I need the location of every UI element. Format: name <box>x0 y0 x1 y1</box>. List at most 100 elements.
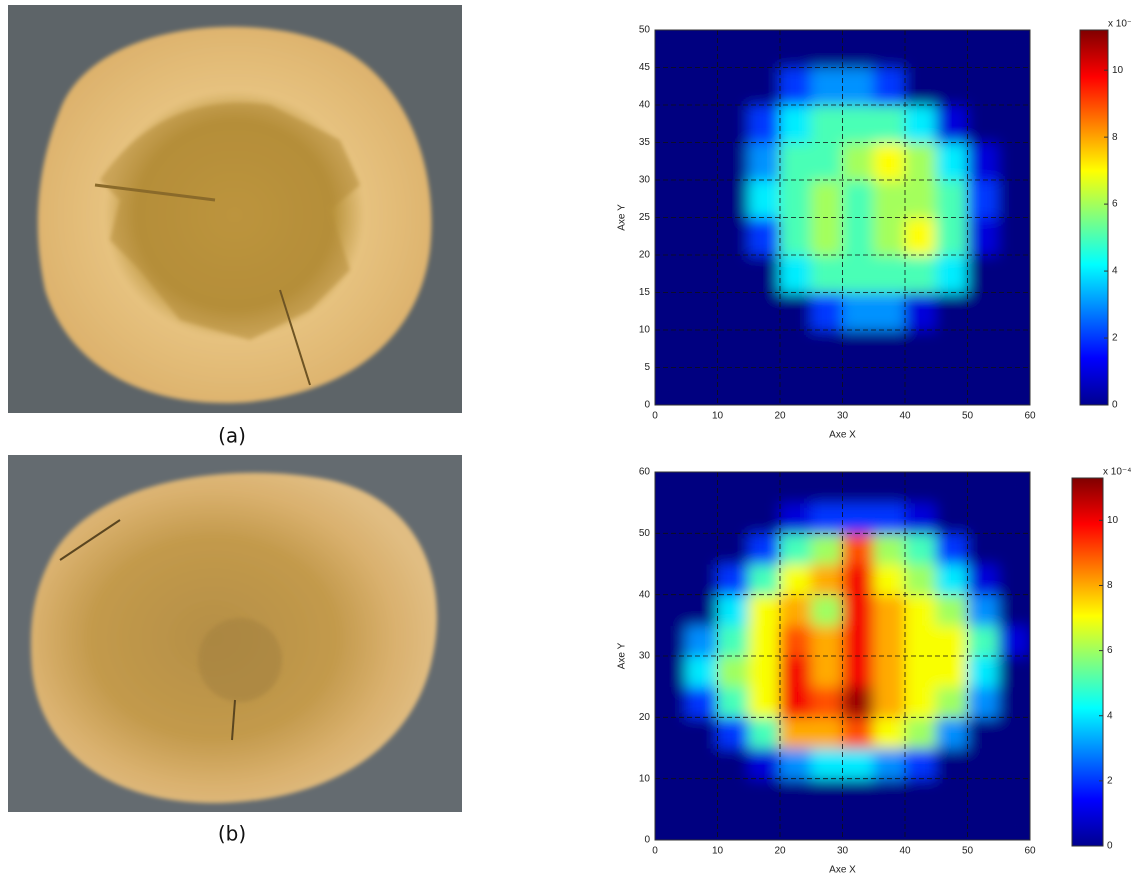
heat-cell <box>873 716 906 749</box>
heat-cell <box>967 367 1000 405</box>
heat-cell <box>779 179 812 218</box>
heat-cell <box>685 563 718 596</box>
heat-cell <box>810 563 843 596</box>
heat-cell <box>967 472 1000 504</box>
heat-cell <box>998 254 1030 293</box>
heat-cell <box>967 179 1000 218</box>
x-axis-label: Axe X <box>829 430 856 441</box>
y-tick-label: 50 <box>639 528 651 539</box>
heat-cell <box>998 624 1030 657</box>
heat-cell <box>655 747 687 780</box>
colorbar-tick-label: 0 <box>1107 841 1113 852</box>
x-axis-label: Axe X <box>829 865 856 876</box>
heat-cell <box>935 67 968 106</box>
heat-cell <box>779 104 812 143</box>
x-tick-label: 30 <box>837 846 849 857</box>
heat-cell <box>685 329 718 368</box>
heat-cell <box>810 716 843 749</box>
heat-cell <box>842 686 875 718</box>
heat-cell <box>873 329 906 368</box>
heat-cell <box>904 532 937 565</box>
heat-cell <box>904 808 937 840</box>
heat-cell <box>779 472 812 504</box>
heat-cell <box>842 808 875 840</box>
heat-cell <box>998 502 1030 534</box>
colorbar <box>1079 29 1109 406</box>
heat-cell <box>748 532 781 565</box>
heat-cell <box>655 655 687 688</box>
heat-cell <box>935 292 968 331</box>
heat-cell <box>998 563 1030 596</box>
heat-cell <box>873 532 906 565</box>
x-tick-label: 20 <box>774 846 786 857</box>
heat-cell <box>717 808 750 840</box>
heat-cell <box>998 30 1030 68</box>
heat-cell <box>748 594 781 626</box>
y-tick-label: 10 <box>639 773 651 784</box>
colorbar-tick-label: 0 <box>1112 400 1118 411</box>
heat-cell <box>967 142 1000 181</box>
heat-cell <box>717 563 750 596</box>
heat-cell <box>655 254 687 293</box>
heat-cell <box>842 472 875 504</box>
heat-cell <box>748 778 781 810</box>
heat-cell <box>685 179 718 218</box>
heat-cell <box>655 624 687 657</box>
heat-cell <box>810 472 843 504</box>
heat-cell <box>685 532 718 565</box>
heat-cell <box>685 502 718 534</box>
colorbar-tick-label: 4 <box>1112 266 1118 277</box>
heat-cell <box>904 142 937 181</box>
y-tick-label: 45 <box>639 62 651 73</box>
heat-cell <box>842 292 875 331</box>
heat-cell <box>842 217 875 256</box>
heat-cell <box>842 30 875 68</box>
heat-cell <box>748 716 781 749</box>
heat-cell <box>748 67 781 106</box>
heat-cell <box>655 472 687 504</box>
heat-cell <box>904 563 937 596</box>
heat-cell <box>685 104 718 143</box>
heat-cell <box>842 367 875 405</box>
heat-cell <box>935 747 968 780</box>
heat-cell <box>685 716 718 749</box>
caption: (a) <box>218 424 246 448</box>
heat-cell <box>748 655 781 688</box>
heat-cell <box>685 594 718 626</box>
heat-cell <box>779 808 812 840</box>
heat-cell <box>967 329 1000 368</box>
heat-cell <box>935 594 968 626</box>
heat-cell <box>810 329 843 368</box>
heat-cell <box>998 329 1030 368</box>
heat-cell <box>717 367 750 405</box>
y-tick-label: 0 <box>644 835 650 846</box>
heat-cell <box>685 217 718 256</box>
heat-cell <box>685 67 718 106</box>
x-tick-label: 50 <box>962 846 974 857</box>
heat-cell <box>779 67 812 106</box>
heat-cell <box>748 686 781 718</box>
heat-cell <box>717 532 750 565</box>
heat-cell <box>717 502 750 534</box>
heat-cell <box>655 808 687 840</box>
heat-cell <box>717 142 750 181</box>
heat-cell <box>967 716 1000 749</box>
heat-cell <box>779 624 812 657</box>
heat-cell <box>779 254 812 293</box>
colorbar-tick-label: 2 <box>1107 776 1113 787</box>
heat-cell <box>873 778 906 810</box>
y-axis-label: Axe Y <box>617 204 628 231</box>
heat-cell <box>685 778 718 810</box>
heatmap <box>655 472 1030 840</box>
heat-cell <box>655 563 687 596</box>
heat-cell <box>717 292 750 331</box>
heat-cell <box>873 67 906 106</box>
heat-cell <box>842 329 875 368</box>
heat-cell <box>967 292 1000 331</box>
heat-cell <box>717 329 750 368</box>
colorbar-tick-label: 10 <box>1112 65 1124 76</box>
caption: (b) <box>218 822 246 846</box>
heat-cell <box>873 179 906 218</box>
heat-cell <box>904 104 937 143</box>
plot-frame <box>654 471 1031 841</box>
